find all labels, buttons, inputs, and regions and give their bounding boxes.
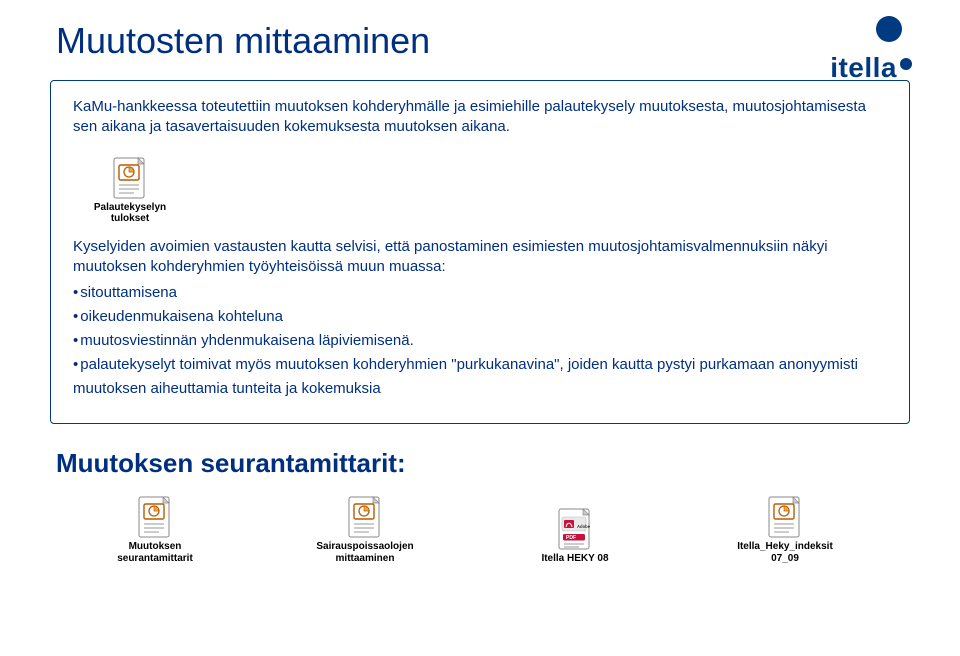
file-attachment[interactable]: Sairauspoissaolojen mittaaminen <box>300 495 430 564</box>
file-caption: Muutoksen seurantamittarit <box>117 541 193 564</box>
slide: itella Muutosten mittaaminen KaMu-hankke… <box>0 0 960 656</box>
file-caption: Sairauspoissaolojen mittaaminen <box>316 541 413 564</box>
bullet-item: palautekyselyt toimivat myös muutoksen k… <box>73 353 887 401</box>
section-title: Muutoksen seurantamittarit: <box>56 448 910 479</box>
file-caption: Itella_Heky_indeksit 07_09 <box>737 541 833 564</box>
bullet-item: muutosviestinnän yhdenmukaisena läpiviem… <box>73 329 887 353</box>
bullet-item: sitouttamisena <box>73 281 887 305</box>
bullet-item: oikeudenmukaisena kohteluna <box>73 305 887 329</box>
caption-line2: seurantamittarit <box>117 553 193 564</box>
bullet-list: sitouttamisena oikeudenmukaisena kohtelu… <box>73 281 887 401</box>
file-caption: Palautekyselyn tulokset <box>94 202 166 225</box>
caption-line2: 07_09 <box>771 553 799 564</box>
svg-text:Adobe: Adobe <box>577 524 591 529</box>
body-text: Kyselyiden avoimien vastausten kautta se… <box>73 237 887 278</box>
caption-line1: Itella HEKY 08 <box>541 553 608 564</box>
caption-line1: Muutoksen <box>129 541 182 552</box>
page-title: Muutosten mittaaminen <box>56 20 910 62</box>
caption-line2: mittaaminen <box>336 553 395 564</box>
powerpoint-icon <box>110 156 150 200</box>
file-attachment[interactable]: Adobe PDF Itella HEKY 08 <box>510 507 640 565</box>
powerpoint-icon <box>345 495 385 539</box>
file-attachment[interactable]: Muutoksen seurantamittarit <box>90 495 220 564</box>
content-box: KaMu-hankkeessa toteutettiin muutoksen k… <box>50 80 910 424</box>
svg-text:PDF: PDF <box>566 535 576 541</box>
caption-line2: tulokset <box>111 213 149 224</box>
logo-dot-small <box>900 58 912 70</box>
file-row: Muutoksen seurantamittarit Sairauspoissa… <box>90 495 910 564</box>
powerpoint-icon <box>765 495 805 539</box>
powerpoint-icon <box>135 495 175 539</box>
caption-line1: Palautekyselyn <box>94 202 166 213</box>
logo-dots <box>792 16 912 48</box>
file-attachment[interactable]: Palautekyselyn tulokset <box>75 156 185 225</box>
logo-dot-large <box>876 16 902 42</box>
caption-line1: Itella_Heky_indeksit <box>737 541 833 552</box>
brand-logo: itella <box>792 16 912 84</box>
file-attachment[interactable]: Itella_Heky_indeksit 07_09 <box>720 495 850 564</box>
file-caption: Itella HEKY 08 <box>541 553 608 565</box>
intro-text: KaMu-hankkeessa toteutettiin muutoksen k… <box>73 97 887 138</box>
pdf-icon: Adobe PDF <box>555 507 595 551</box>
logo-text: itella <box>792 52 897 84</box>
caption-line1: Sairauspoissaolojen <box>316 541 413 552</box>
